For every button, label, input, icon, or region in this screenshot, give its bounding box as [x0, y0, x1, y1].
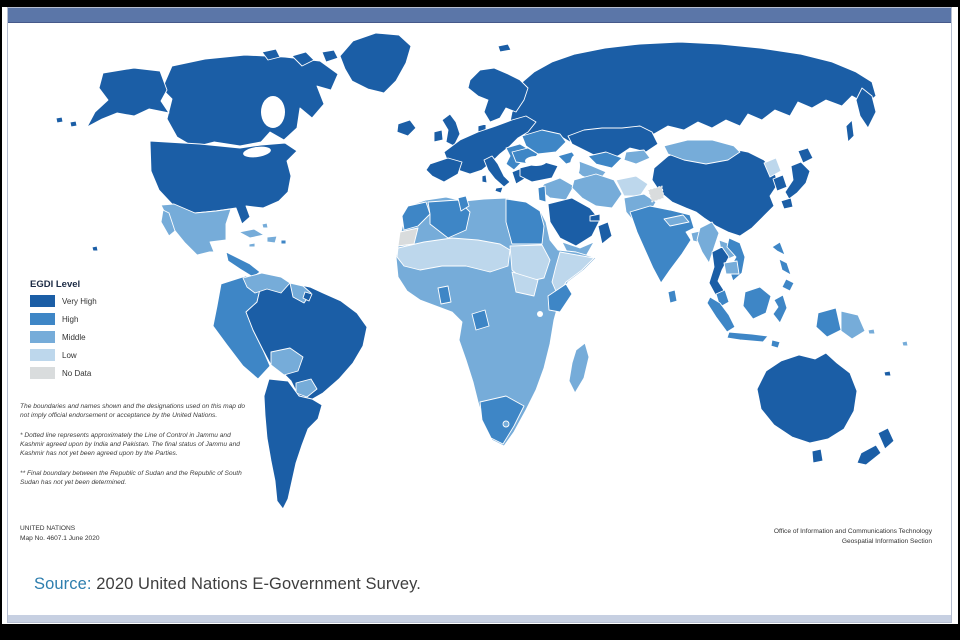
legend: EGDI Level Very High High Middle Low No …	[30, 279, 97, 385]
top-bar	[8, 8, 951, 23]
legend-swatch-high	[30, 313, 55, 325]
footnote-kashmir: * Dotted line represents approximately t…	[20, 431, 240, 458]
footer-office: Office of Information and Communications…	[773, 528, 932, 535]
footer-section: Geospatial Information Section	[841, 537, 932, 545]
footer-left: UNITED NATIONS Map No. 4607.1 June 2020	[20, 524, 100, 544]
legend-row-no-data: No Data	[30, 367, 97, 379]
legend-swatch-middle	[30, 331, 55, 343]
frame-right	[958, 0, 960, 640]
legend-row-very-high: Very High	[30, 295, 97, 307]
legend-label-high: High	[62, 314, 79, 324]
source-text: 2020 United Nations E-Government Survey.	[91, 575, 421, 593]
legend-label-low: Low	[62, 350, 77, 360]
footer-map-number: Map No. 4607.1 June 2020	[20, 534, 100, 542]
frame-top	[0, 0, 960, 7]
legend-row-low: Low	[30, 349, 97, 361]
legend-label-no-data: No Data	[62, 368, 92, 378]
source-prefix: Source:	[34, 575, 92, 593]
disclaimer-text: The boundaries and names shown and the d…	[20, 403, 246, 420]
legend-label-middle: Middle	[62, 332, 86, 342]
legend-swatch-very-high	[30, 295, 55, 307]
legend-swatch-no-data	[30, 367, 55, 379]
footer-right: Office of Information and Communications…	[774, 527, 932, 547]
footnote-sudan: ** Final boundary between the Republic o…	[20, 469, 242, 487]
bottom-bar	[8, 615, 951, 622]
footer-un-title: UNITED NATIONS	[20, 525, 76, 532]
frame-bottom	[0, 624, 960, 640]
frame-left	[0, 0, 2, 640]
legend-row-high: High	[30, 313, 97, 325]
legend-row-middle: Middle	[30, 331, 97, 343]
legend-label-very-high: Very High	[62, 296, 97, 306]
source-line: Source: 2020 United Nations E-Government…	[34, 575, 421, 594]
legend-title: EGDI Level	[30, 279, 81, 290]
legend-swatch-low	[30, 349, 55, 361]
map-notes: The boundaries and names shown and the d…	[20, 402, 250, 498]
